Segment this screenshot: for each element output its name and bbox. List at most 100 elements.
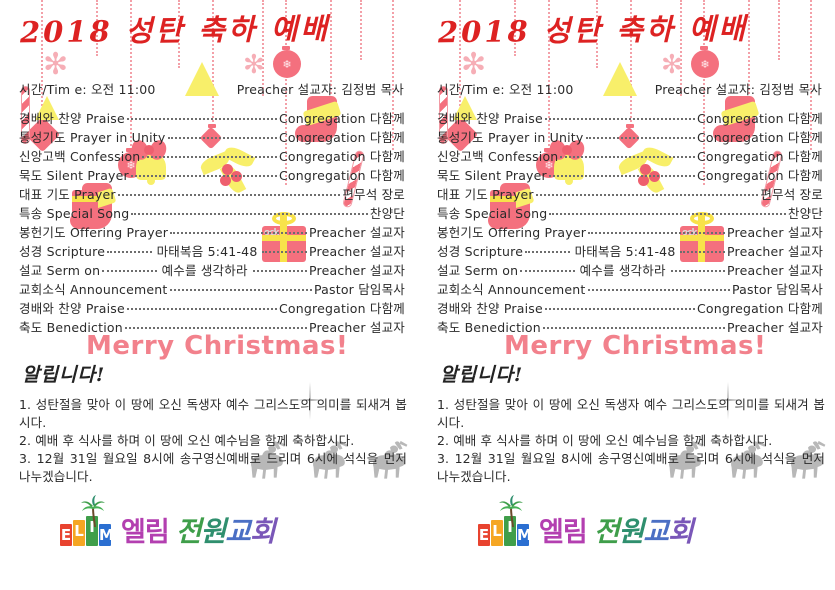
program-item-name: 봉헌기도 Offering Prayer [19, 225, 169, 240]
service-time: 시간/Tim e: 오전 11:00 [19, 82, 156, 97]
program-row: 통성기도 Prayer in Unity Congregation 다함께 [19, 127, 405, 146]
dot-leader [670, 270, 725, 272]
page-title: 2018 성탄 축하 예배 [437, 11, 749, 50]
program-item-detail: 예수를 생각하라 [161, 263, 248, 278]
palm-tree-icon [498, 495, 524, 529]
program-item-performer: Congregation 다함께 [279, 149, 405, 164]
program-row: 신앙고백 Confession Congregation 다함께 [437, 146, 823, 165]
program-item-performer: Congregation 다함께 [697, 168, 823, 183]
program-item-performer: Congregation 다함께 [697, 111, 823, 126]
program-item-performer: Congregation 다함께 [697, 301, 823, 316]
program-item-detail: 마태복음 5:41-48 [574, 244, 676, 259]
program-item-name: 통성기도 Prayer in Unity [19, 130, 166, 145]
church-suffix-korean: 전원교회 [593, 515, 694, 548]
program-item-name: 특송 Special Song [437, 206, 548, 221]
bulletin-panel-left: ✻ ✻ ❄ ❄ [0, 0, 417, 590]
church-suffix-char: 원 [200, 515, 226, 548]
program-item-name: 대표 기도 Prayer [19, 187, 116, 202]
program-item-performer: Preacher 설교자 [726, 244, 824, 259]
elim-letter-block: L [73, 520, 85, 546]
notice-item: 3. 12월 31일 월요일 8시에 송구영신예배로 드리며 6시에 석식을 먼… [19, 451, 407, 484]
notice-list: 1. 성탄절을 맞아 이 땅에 오신 독생자 예수 그리스도의 의미를 되새겨 … [437, 396, 825, 486]
dot-leader [169, 289, 312, 291]
program-item-name: 신앙고백 Confession [19, 149, 141, 164]
program-item-name: 통성기도 Prayer in Unity [437, 130, 584, 145]
program-row: 경배와 찬양 Praise Congregation 다함께 [437, 108, 823, 127]
church-suffix-char: 전 [593, 515, 620, 548]
service-preacher: Preacher 설교자: 김정범 목사 [654, 82, 822, 97]
notice-heading: 알립니다! [440, 364, 524, 386]
program-item-performer: Preacher 설교자 [308, 244, 406, 259]
dot-leader [107, 251, 152, 253]
program-row: 경배와 찬양 Praise Congregation 다함께 [19, 108, 405, 127]
notice-list: 1. 성탄절을 맞아 이 땅에 오신 독생자 예수 그리스도의 의미를 되새겨 … [19, 396, 407, 486]
program-row: 축도 Benediction Preacher 설교자 [437, 317, 823, 336]
program-item-name: 축도 Benediction [437, 320, 541, 335]
program-item-performer: Preacher 설교자 [308, 263, 406, 278]
program-row: 교회소식 Announcement Pastor 담임목사 [437, 279, 823, 298]
dot-leader [170, 232, 307, 234]
service-time: 시간/Tim e: 오전 11:00 [437, 82, 574, 97]
dot-leader [117, 194, 341, 196]
dot-leader [585, 137, 695, 139]
dot-leader [525, 251, 570, 253]
notice-item: 2. 예배 후 식사를 하며 이 땅에 오신 예수님을 함께 축하합시다. [19, 433, 355, 448]
program-row: 설교 Serm on 예수를 생각하라 Preacher 설교자 [437, 260, 823, 279]
program-row: 특송 Special Song 찬양단 [19, 203, 405, 222]
dot-leader [549, 213, 786, 215]
church-suffix-char: 교 [643, 515, 669, 548]
service-meta: 시간/Tim e: 오전 11:00 Preacher 설교자: 김정범 목사 [437, 79, 822, 98]
dot-leader [130, 175, 277, 177]
program-row: 대표 기도 Prayer 편무석 장로 [437, 184, 823, 203]
program-item-name: 성경 Scripture [437, 244, 524, 259]
program-item-performer: 찬양단 [369, 206, 405, 221]
dot-leader [548, 175, 695, 177]
program-item-performer: Preacher 설교자 [726, 263, 824, 278]
merry-christmas-text: Merry Christmas! [86, 331, 349, 361]
dot-leader [102, 270, 157, 272]
program-list: 경배와 찬양 Praise Congregation 다함께 통성기도 Prayer… [19, 108, 405, 336]
program-row: 교회소식 Announcement Pastor 담임목사 [19, 279, 405, 298]
program-item-performer: Congregation 다함께 [697, 149, 823, 164]
program-item-performer: Preacher 설교자 [726, 320, 823, 335]
program-row: 성경 Scripture 마태복음 5:41-48 Preacher 설교자 [19, 241, 405, 260]
palm-tree-icon [80, 495, 106, 529]
program-row: 봉헌기도 Offering Prayer Preacher 설교자 [437, 222, 823, 241]
program-item-name: 설교 Serm on [437, 263, 519, 278]
program-item-name: 묵도 Silent Prayer [437, 168, 547, 183]
elim-letter-block: E [478, 524, 490, 546]
program-list: 경배와 찬양 Praise Congregation 다함께 통성기도 Prayer… [437, 108, 823, 336]
program-row: 통성기도 Prayer in Unity Congregation 다함께 [437, 127, 823, 146]
bulletin-content: 2018 성탄 축하 예배 시간/Tim e: 오전 11:00 Preache… [418, 0, 835, 590]
program-item-performer: Pastor 담임목사 [313, 282, 405, 297]
program-item-performer: Congregation 다함께 [279, 301, 405, 316]
program-item-performer: 편무석 장로 [342, 187, 405, 202]
program-item-performer: Congregation 다함께 [279, 130, 405, 145]
dot-leader [535, 194, 759, 196]
dot-leader [542, 327, 725, 329]
program-row: 설교 Serm on 예수를 생각하라 Preacher 설교자 [19, 260, 405, 279]
church-suffix-char: 전 [175, 515, 202, 548]
program-item-performer: Preacher 설교자 [308, 225, 405, 240]
program-item-performer: 편무석 장로 [760, 187, 823, 202]
elim-letter-block: L [491, 520, 503, 546]
program-item-name: 특송 Special Song [19, 206, 130, 221]
program-item-name: 경배와 찬양 Praise [19, 301, 125, 316]
church-suffix-char: 교 [225, 515, 251, 548]
church-name-korean: 엘림 [121, 517, 170, 548]
church-suffix-char: 회 [249, 515, 276, 548]
dot-leader [560, 156, 695, 158]
program-item-performer: Pastor 담임목사 [731, 282, 823, 297]
program-item-performer: Preacher 설교자 [308, 320, 405, 335]
service-preacher: Preacher 설교자: 김정범 목사 [236, 82, 404, 97]
notice-item: 1. 성탄절을 맞아 이 땅에 오신 독생자 예수 그리스도의 의미를 되새겨 … [19, 397, 407, 430]
dot-leader [252, 270, 307, 272]
program-item-performer: Congregation 다함께 [697, 130, 823, 145]
dot-leader [124, 327, 307, 329]
program-item-detail: 예수를 생각하라 [579, 263, 666, 278]
program-row: 묵도 Silent Prayer Congregation 다함께 [19, 165, 405, 184]
elim-letter-block: E [60, 524, 72, 546]
elim-letter-block: M [99, 524, 114, 546]
